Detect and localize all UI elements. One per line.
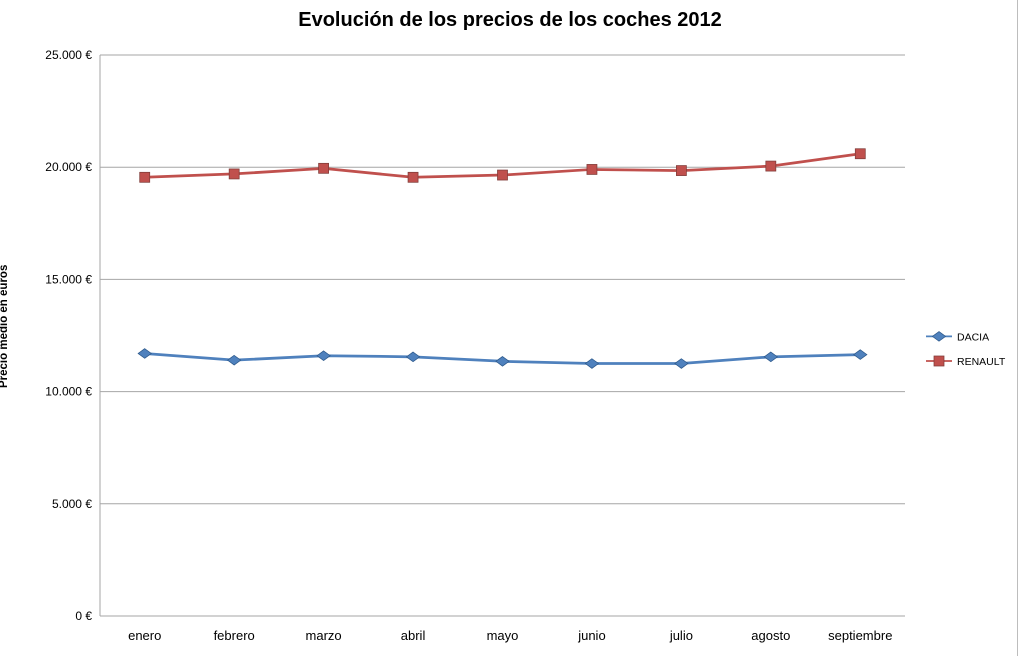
- svg-text:DACIA: DACIA: [957, 332, 989, 344]
- svg-text:julio: julio: [669, 628, 693, 643]
- svg-text:marzo: marzo: [306, 628, 342, 643]
- svg-text:enero: enero: [128, 628, 161, 643]
- svg-text:agosto: agosto: [751, 628, 790, 643]
- svg-text:abril: abril: [401, 628, 426, 643]
- svg-text:mayo: mayo: [487, 628, 519, 643]
- svg-text:25.000 €: 25.000 €: [45, 48, 92, 62]
- svg-text:0 €: 0 €: [75, 609, 92, 623]
- svg-text:10.000 €: 10.000 €: [45, 385, 92, 399]
- svg-text:junio: junio: [577, 628, 605, 643]
- svg-text:RENAULT: RENAULT: [957, 356, 1006, 368]
- svg-text:febrero: febrero: [214, 628, 255, 643]
- svg-text:septiembre: septiembre: [828, 628, 892, 643]
- svg-text:15.000 €: 15.000 €: [45, 272, 92, 286]
- svg-text:20.000 €: 20.000 €: [45, 160, 92, 174]
- svg-text:5.000 €: 5.000 €: [52, 497, 92, 511]
